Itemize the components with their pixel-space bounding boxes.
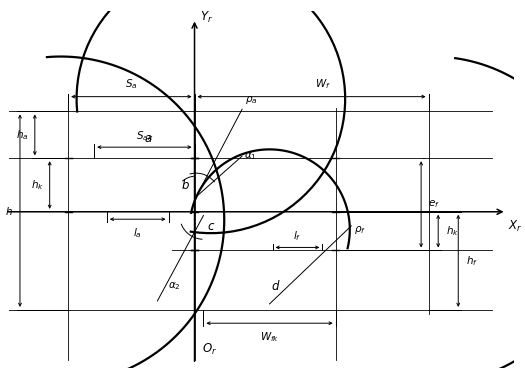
Text: $h$: $h$ (5, 205, 13, 217)
Text: $Y_r$: $Y_r$ (200, 9, 213, 25)
Text: $h_k$: $h_k$ (31, 178, 44, 192)
Text: $e_f$: $e_f$ (428, 199, 439, 210)
Text: $\rho_f$: $\rho_f$ (354, 224, 366, 236)
Text: $h_a$: $h_a$ (16, 128, 29, 142)
Text: b: b (181, 180, 188, 193)
Text: c: c (208, 220, 214, 233)
Text: $W_f$: $W_f$ (315, 78, 331, 91)
Text: d: d (272, 280, 279, 293)
Text: $X_r$: $X_r$ (508, 218, 522, 233)
Text: $O_r$: $O_r$ (202, 341, 217, 357)
Text: $\rho_a$: $\rho_a$ (245, 94, 258, 106)
Text: a: a (145, 133, 152, 146)
Text: $\alpha_2$: $\alpha_2$ (168, 280, 181, 292)
Text: $l_f$: $l_f$ (293, 229, 301, 243)
Text: $W_{fk}$: $W_{fk}$ (260, 330, 279, 345)
Text: $h_k$: $h_k$ (446, 224, 459, 238)
Text: $l_a$: $l_a$ (133, 226, 142, 240)
Text: $S_{ak}$: $S_{ak}$ (135, 129, 153, 143)
Text: $h_f$: $h_f$ (466, 254, 478, 268)
Text: $\alpha_1$: $\alpha_1$ (244, 150, 257, 162)
Text: $S_a$: $S_a$ (125, 78, 138, 91)
